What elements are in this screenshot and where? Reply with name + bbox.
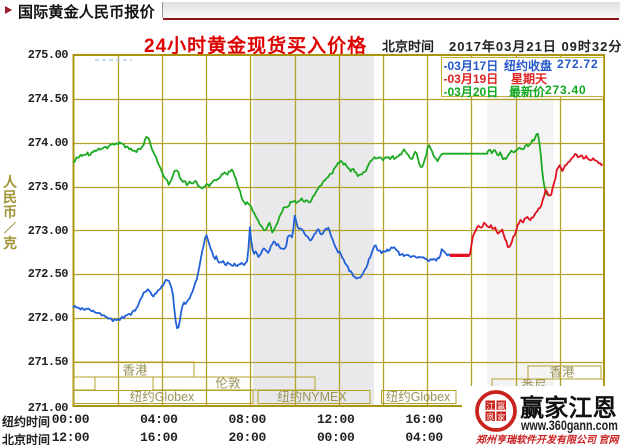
svg-text:纽约Globex: 纽约Globex: [386, 389, 451, 404]
svg-text:恩: 恩: [486, 413, 494, 422]
svg-text:纽约NYMEX: 纽约NYMEX: [277, 389, 347, 404]
svg-text:香港: 香港: [122, 364, 148, 378]
svg-text:江: 江: [486, 402, 494, 411]
svg-text:纽约Globex: 纽约Globex: [130, 389, 195, 404]
svg-text:赢: 赢: [497, 401, 505, 411]
svg-text:家: 家: [497, 412, 505, 422]
svg-text:伦敦: 伦敦: [215, 376, 241, 391]
svg-text:香港: 香港: [549, 366, 575, 380]
